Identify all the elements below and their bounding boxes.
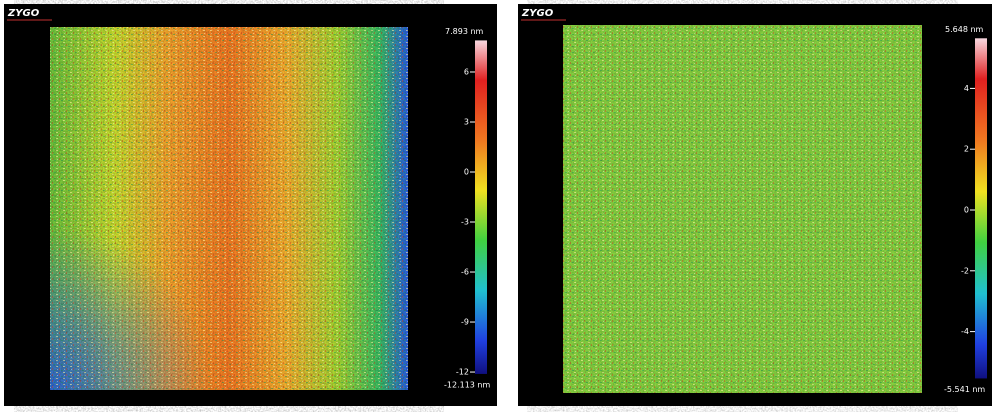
colorbar-max-label: 5.648 nm [945,25,984,34]
colorbar-tick-label: 0 [464,168,469,177]
colorbar [475,40,487,374]
logo: ZYGO [7,8,40,19]
colorbar-tick-label: 6 [464,67,469,76]
colorbar-tick-label: 0 [964,206,969,215]
colorbar-tick-label: 3 [464,117,469,126]
logo: ZYGO [521,8,554,19]
colorbar-min-label: -5.541 nm [944,385,985,394]
colorbar [975,38,987,379]
surface-noise [563,25,922,393]
colorbar-tick-label: 4 [964,84,969,93]
surface-noise [50,27,408,390]
colorbar-tick-label: 2 [964,145,969,154]
colorbar-max-label: 7.893 nm [445,27,484,36]
colorbar-min-label: -12.113 nm [444,380,490,389]
colorbar-tick-label: -4 [961,327,969,336]
colorbar-tick-label: -6 [461,268,469,277]
colorbar-tick-label: -9 [461,318,469,327]
colorbar-tick-label: -3 [461,218,469,227]
colorbar-tick-label: -2 [961,266,969,275]
colorbar-tick-label: -12 [456,368,469,377]
